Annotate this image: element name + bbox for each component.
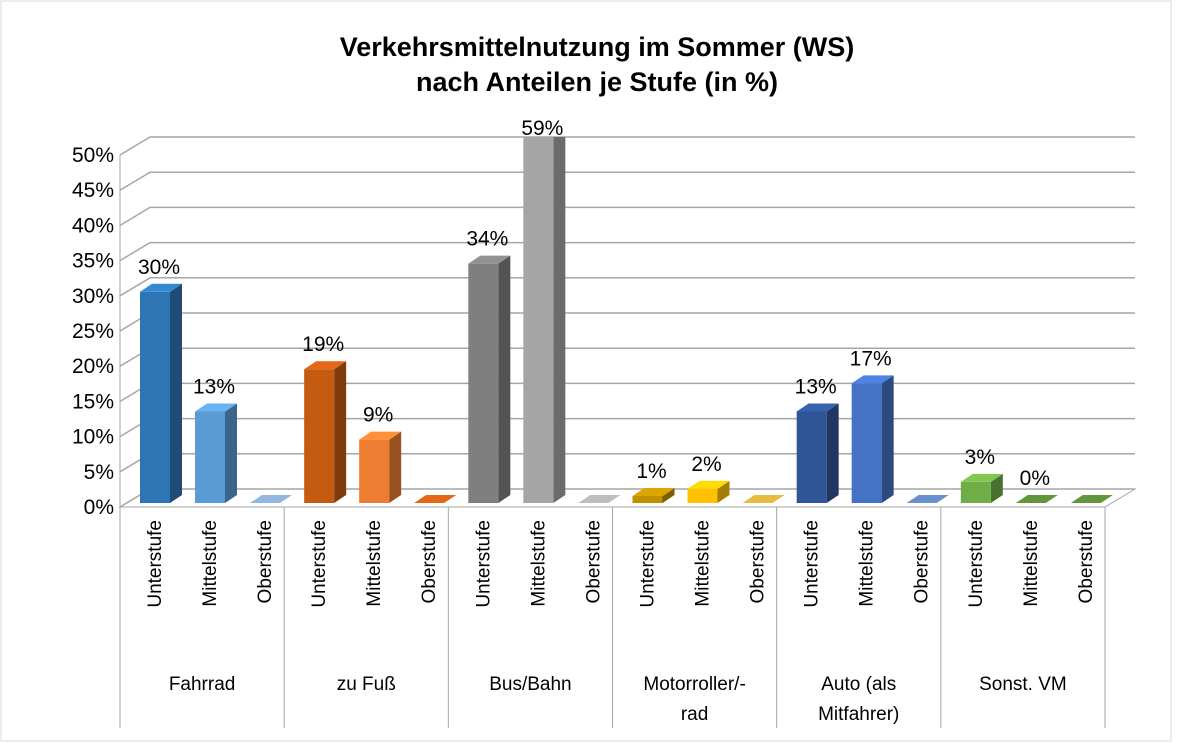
- data-label: 59%: [521, 117, 563, 140]
- bar: [359, 439, 390, 503]
- x-tick-label: Mittelstufe: [693, 520, 714, 607]
- y-tick-label: 20%: [72, 355, 114, 378]
- bar-side: [553, 137, 566, 503]
- bar-top: [796, 403, 839, 412]
- x-group-label: rad: [681, 704, 708, 725]
- y-tick-label: 35%: [72, 250, 114, 273]
- data-label: 19%: [302, 333, 344, 356]
- data-label: 13%: [193, 375, 235, 398]
- bar-side: [389, 431, 402, 503]
- bar-side: [334, 361, 347, 503]
- x-tick-label: Oberstufe: [1076, 520, 1097, 603]
- bar: [687, 488, 718, 503]
- x-group-label: Mitfahrer): [818, 704, 899, 725]
- y-tick-label: 45%: [72, 179, 114, 202]
- y-tick-label: 5%: [84, 461, 114, 484]
- data-label: 34%: [466, 228, 508, 251]
- bars: [140, 137, 1113, 503]
- x-tick-label: Oberstufe: [748, 520, 769, 603]
- bar-side: [498, 255, 511, 503]
- bar-top: [742, 495, 785, 503]
- x-group-label: Bus/Bahn: [489, 674, 571, 695]
- bar-top: [359, 431, 402, 440]
- bar-side: [170, 283, 182, 503]
- x-tick-label: Oberstufe: [583, 520, 604, 603]
- bar-side: [881, 375, 894, 503]
- x-tick-label: Unterstufe: [145, 520, 166, 608]
- x-tick-label: Unterstufe: [309, 520, 330, 608]
- bar-side: [225, 403, 237, 503]
- grid-line: [119, 241, 1135, 262]
- bar-top: [195, 403, 237, 412]
- grid-line: [119, 277, 1135, 297]
- grid-line: [119, 136, 1135, 156]
- y-tick-label: 50%: [72, 144, 114, 167]
- x-group-label: zu Fuß: [337, 674, 396, 695]
- data-label: 13%: [795, 375, 837, 398]
- bar: [960, 481, 991, 503]
- bar: [851, 383, 882, 503]
- bar-side: [990, 473, 1003, 503]
- bar: [140, 291, 170, 503]
- bar-top: [414, 495, 457, 503]
- x-tick-label: Mittelstufe: [1021, 520, 1042, 607]
- bar-top: [250, 495, 292, 503]
- bar: [796, 411, 827, 503]
- x-group-label: Motorroller/-: [643, 674, 745, 695]
- x-tick-label: Unterstufe: [966, 520, 987, 608]
- bar-top: [906, 495, 949, 503]
- x-tick-label: Mittelstufe: [200, 520, 221, 607]
- x-tick-label: Mittelstufe: [528, 520, 549, 607]
- bar-top: [140, 283, 182, 292]
- x-tick-label: Mittelstufe: [364, 520, 385, 607]
- bar: [468, 263, 499, 503]
- y-tick-label: 40%: [72, 214, 114, 237]
- bar-side: [826, 403, 839, 503]
- chart-title: nach Anteilen je Stufe (in %): [416, 67, 778, 97]
- y-tick-label: 15%: [72, 390, 114, 413]
- data-label: 30%: [138, 256, 180, 279]
- bar: [632, 495, 663, 503]
- data-label: 9%: [363, 404, 393, 427]
- bar: [523, 137, 554, 503]
- x-tick-label: Unterstufe: [802, 520, 823, 608]
- x-tick-label: Oberstufe: [419, 520, 440, 603]
- y-tick-label: 30%: [72, 285, 114, 308]
- bar-top: [578, 495, 621, 503]
- x-group-label: Sonst. VM: [979, 674, 1067, 695]
- x-group-label: Fahrrad: [169, 674, 236, 695]
- x-tick-label: Oberstufe: [255, 520, 276, 603]
- x-tick-label: Unterstufe: [638, 520, 659, 608]
- bar-side: [662, 487, 675, 503]
- bar: [304, 369, 335, 503]
- y-tick-label: 0%: [84, 496, 114, 519]
- x-tick-label: Oberstufe: [912, 520, 933, 603]
- bar-top: [1070, 495, 1113, 503]
- data-label: 1%: [636, 460, 666, 483]
- data-label: 17%: [850, 347, 892, 370]
- grid-line: [119, 206, 1135, 227]
- bar-side: [717, 480, 730, 503]
- x-group-label: Auto (als: [821, 674, 896, 695]
- bar-top: [304, 361, 347, 370]
- grid-line: [119, 171, 1135, 191]
- bar-top: [468, 255, 511, 264]
- y-tick-label: 25%: [72, 320, 114, 343]
- bar: [195, 411, 225, 503]
- x-tick-label: Unterstufe: [473, 520, 494, 608]
- chart-title: Verkehrsmittelnutzung im Sommer (WS): [340, 32, 855, 62]
- bar-top: [632, 487, 675, 496]
- bar-top: [1015, 495, 1058, 503]
- y-tick-label: 10%: [72, 426, 114, 449]
- bar-top: [851, 375, 894, 384]
- data-label: 2%: [691, 453, 721, 476]
- bar-top: [960, 473, 1003, 482]
- bar-top: [687, 480, 730, 489]
- data-label: 3%: [965, 446, 995, 469]
- data-label: 0%: [1020, 467, 1050, 490]
- x-tick-label: Mittelstufe: [857, 520, 878, 607]
